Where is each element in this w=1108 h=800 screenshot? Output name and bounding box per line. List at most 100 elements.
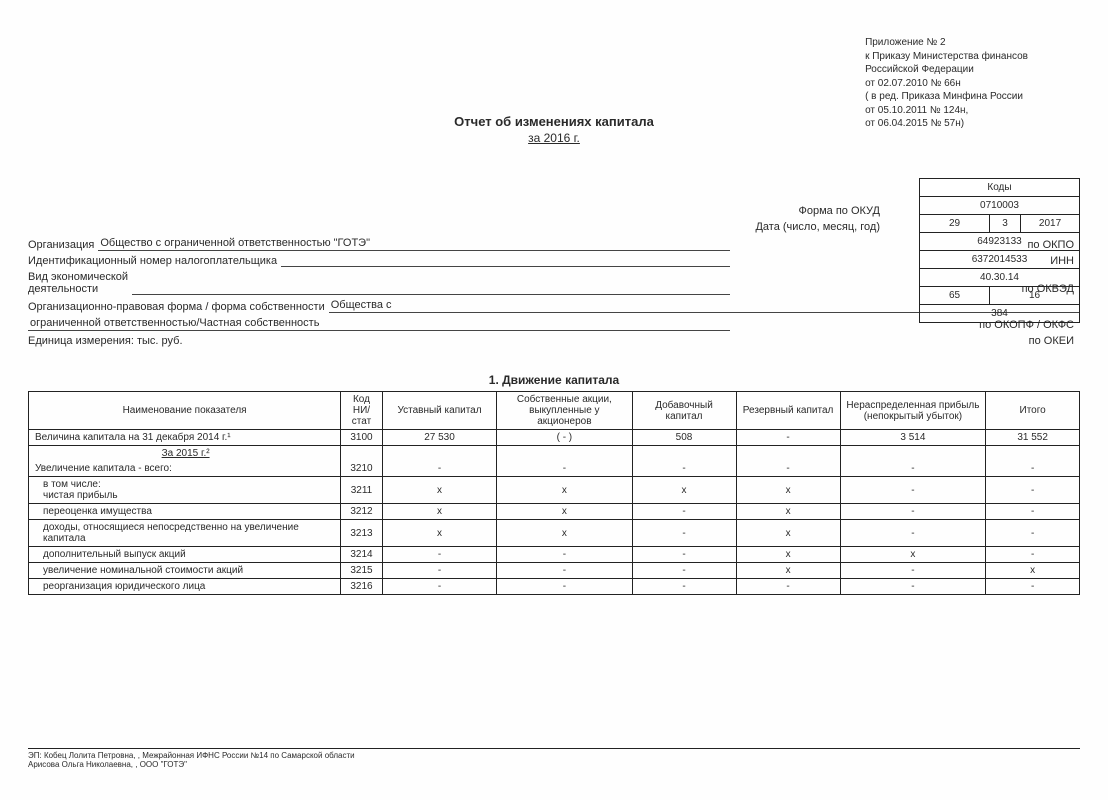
row-value: 27 530	[382, 430, 496, 446]
col-header: Нераспределенная прибыль (непокрытый убы…	[840, 392, 986, 430]
footer-line: Арисова Ольга Николаевна, , ООО "ГОТЭ"	[28, 760, 1080, 770]
row-value: ( - )	[497, 430, 632, 446]
row-value: x	[497, 520, 632, 547]
org-value: Общество с ограниченной ответственностью…	[98, 237, 730, 251]
table-row: увеличение номинальной стоимости акций32…	[29, 563, 1080, 579]
table-row: доходы, относящиеся непосредственно на у…	[29, 520, 1080, 547]
row-code: 3213	[341, 520, 383, 547]
row-name: реорганизация юридического лица	[29, 579, 341, 595]
row-value: x	[736, 563, 840, 579]
row-value: -	[986, 579, 1080, 595]
row-code: 3212	[341, 504, 383, 520]
row-value: -	[736, 430, 840, 446]
row-value: x	[382, 477, 496, 504]
code-okopf2: 16	[990, 287, 1080, 305]
row-value: -	[986, 461, 1080, 477]
row-value: -	[632, 579, 736, 595]
row-value: -	[632, 504, 736, 520]
okei-label: по ОКЕИ	[930, 335, 1080, 347]
row-value: x	[382, 504, 496, 520]
row-value: -	[497, 547, 632, 563]
row-code: 3215	[341, 563, 383, 579]
row-name: Увеличение капитала - всего:	[29, 461, 341, 477]
table-row: дополнительный выпуск акций3214---xx-	[29, 547, 1080, 563]
row-value: -	[986, 504, 1080, 520]
row-value: x	[632, 477, 736, 504]
appendix-line: ( в ред. Приказа Минфина России	[865, 90, 1028, 104]
footer-line: ЭП: Кобец Лолита Петровна, , Межрайонная…	[28, 751, 1080, 761]
row-value: x	[736, 477, 840, 504]
appendix-line: к Приказу Министерства финансов	[865, 50, 1028, 64]
col-header: Резервный капитал	[736, 392, 840, 430]
row-code: 3214	[341, 547, 383, 563]
inn-label: Идентификационный номер налогоплательщик…	[28, 255, 281, 267]
section1-title: 1. Движение капитала	[28, 373, 1080, 387]
codes-header: Коды	[920, 179, 1080, 197]
col-header: Итого	[986, 392, 1080, 430]
org-label: Организация	[28, 239, 98, 251]
appendix-line: Российской Федерации	[865, 63, 1028, 77]
row-value: -	[840, 579, 986, 595]
row-value: -	[736, 461, 840, 477]
appendix-block: Приложение № 2 к Приказу Министерства фи…	[865, 36, 1028, 131]
row-value: -	[986, 477, 1080, 504]
row-value: x	[497, 504, 632, 520]
code-date-y: 2017	[1021, 215, 1080, 233]
row-value: -	[497, 461, 632, 477]
form-label: Организационно-правовая форма / форма со…	[28, 301, 329, 313]
capital-table: Наименование показателяКод НИ/ статУстав…	[28, 391, 1080, 595]
empty-cell	[840, 446, 986, 462]
col-header: Наименование показателя	[29, 392, 341, 430]
row-value: -	[736, 579, 840, 595]
row-value: -	[986, 520, 1080, 547]
row-value: x	[736, 520, 840, 547]
activity-value	[132, 293, 730, 295]
col-header: Код НИ/ стат	[341, 392, 383, 430]
row-name: увеличение номинальной стоимости акций	[29, 563, 341, 579]
row-name: переоценка имущества	[29, 504, 341, 520]
okud-label: Форма по ОКУД	[799, 205, 881, 217]
row-value: x	[497, 477, 632, 504]
empty-cell	[736, 446, 840, 462]
code-inn: 6372014533	[920, 251, 1080, 269]
empty-cell	[382, 446, 496, 462]
activity-label1: Вид экономической	[28, 271, 132, 283]
table-row: За 2015 г.²	[29, 446, 1080, 462]
row-name: в том числе: чистая прибыль	[29, 477, 341, 504]
row-value: -	[382, 579, 496, 595]
col-header: Уставный капитал	[382, 392, 496, 430]
row-value: -	[382, 547, 496, 563]
appendix-line: от 05.10.2011 № 124н,	[865, 104, 1028, 118]
appendix-line: от 02.07.2010 № 66н	[865, 77, 1028, 91]
row-value: x	[736, 504, 840, 520]
row-code: 3211	[341, 477, 383, 504]
empty-cell	[341, 446, 383, 462]
date-label: Дата (число, месяц, год)	[755, 221, 880, 233]
row-name: Величина капитала на 31 декабря 2014 г.¹	[29, 430, 341, 446]
activity-label2: деятельности	[28, 283, 132, 295]
empty-cell	[497, 446, 632, 462]
row-value: -	[382, 563, 496, 579]
code-okpo: 64923133	[920, 233, 1080, 251]
table-row: Увеличение капитала - всего:3210------	[29, 461, 1080, 477]
row-code: 3210	[341, 461, 383, 477]
row-value: -	[497, 563, 632, 579]
empty-cell	[632, 446, 736, 462]
row-value: -	[840, 563, 986, 579]
code-okved: 40.30.14	[920, 269, 1080, 287]
row-value: -	[840, 477, 986, 504]
row-value: -	[632, 520, 736, 547]
row-value: -	[632, 547, 736, 563]
row-value: x	[986, 563, 1080, 579]
codes-block: Коды 0710003 29 3 2017 64923133 63720145…	[919, 178, 1080, 323]
row-value: x	[382, 520, 496, 547]
row-value: x	[840, 547, 986, 563]
row-value: -	[986, 547, 1080, 563]
form-value2: ограниченной ответственностью/Частная со…	[28, 317, 730, 331]
col-header: Добавочный капитал	[632, 392, 736, 430]
code-date-m: 3	[990, 215, 1021, 233]
row-value: -	[840, 520, 986, 547]
row-name: дополнительный выпуск акций	[29, 547, 341, 563]
table-row: Величина капитала на 31 декабря 2014 г.¹…	[29, 430, 1080, 446]
row-value: -	[632, 563, 736, 579]
